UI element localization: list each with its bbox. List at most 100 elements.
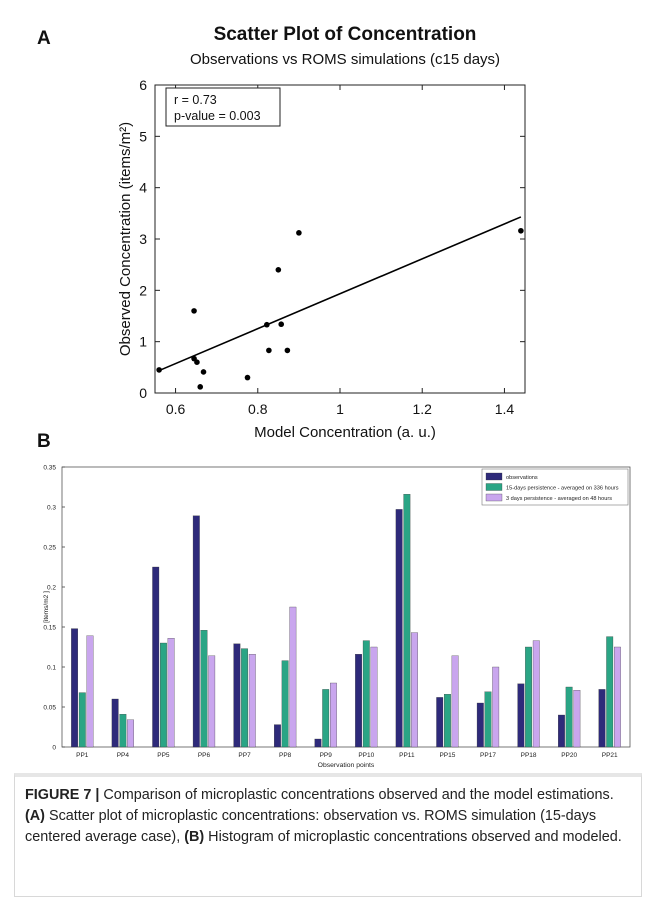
- bar: [152, 566, 160, 748]
- scatter-point: [266, 347, 272, 354]
- stats-pvalue: p-value = 0.003: [174, 109, 261, 123]
- x-tick-label: PP4: [117, 752, 130, 759]
- bar: [274, 724, 281, 748]
- x-tick-label: PP15: [439, 752, 455, 759]
- y-tick-label: 0.35: [43, 465, 56, 472]
- x-tick-label: PP10: [358, 752, 374, 759]
- scatter-point: [275, 267, 282, 273]
- scatter-point: [200, 369, 207, 375]
- bar: [395, 509, 403, 748]
- bar: [160, 642, 167, 748]
- plot-area: [61, 466, 631, 748]
- bar-chart: 0 0.05 0.1 0.15 0.2 0.25 0.3 0.35 PP1 PP4 PP5 PP6 PP…: [43, 465, 631, 769]
- y-tick-label: 0.05: [43, 705, 56, 712]
- legend-swatch: [485, 483, 503, 491]
- bar: [127, 719, 134, 748]
- scatter-point: [518, 227, 524, 234]
- caption-ref-a: (A): [25, 808, 45, 824]
- x-tick-label: PP20: [561, 752, 577, 759]
- x-axis-label: Observation points: [318, 762, 375, 769]
- chart-subtitle: Observations vs ROMS simulations (c15 da…: [190, 51, 500, 68]
- x-tick-label: PP9: [320, 752, 333, 759]
- x-tick-label: PP18: [521, 752, 537, 759]
- bar: [233, 643, 241, 748]
- caption-text-a: Scatter plot of microplastic concentrati…: [25, 808, 597, 845]
- y-axis-label: Observed Concentration (items/m²): [117, 122, 134, 356]
- x-tick-label: PP21: [602, 752, 618, 759]
- bar: [436, 697, 444, 748]
- bar: [281, 660, 289, 748]
- bar: [355, 654, 362, 748]
- bar: [558, 714, 565, 748]
- scatter-point: [284, 347, 291, 354]
- caption-ref-b: (B): [184, 829, 205, 845]
- y-tick-label: 0.1: [47, 665, 56, 672]
- scatter-point: [296, 230, 302, 236]
- chart-title: Scatter Plot of Concentration: [214, 24, 477, 45]
- x-tick-label: 1.2: [412, 401, 432, 417]
- bar: [289, 606, 297, 748]
- y-tick-label: 0: [139, 385, 147, 401]
- bar: [314, 738, 322, 748]
- panel-a-letter: A: [37, 28, 51, 49]
- stats-box: [165, 87, 281, 127]
- bar: [370, 646, 378, 748]
- y-tick-label: 2: [139, 282, 147, 298]
- bar: [248, 654, 256, 748]
- x-tick-label: 0.8: [248, 401, 268, 417]
- bar: [476, 702, 484, 748]
- stats-r: r = 0.73: [174, 93, 217, 107]
- y-axis-label: [items/m2 ]: [43, 591, 50, 623]
- bar: [200, 630, 208, 748]
- bar: [606, 636, 614, 748]
- y-tick-label: 6: [139, 77, 147, 93]
- scatter-point: [264, 321, 270, 328]
- y-tick-label: 4: [139, 180, 147, 196]
- bar: [167, 638, 175, 748]
- y-tick-label: 0.15: [43, 625, 56, 632]
- bar: [411, 632, 418, 748]
- x-tick-label: 1.4: [495, 401, 515, 417]
- bar: [322, 689, 330, 748]
- scatter-point: [194, 359, 200, 366]
- x-axis-label: Model Concentration (a. u.): [254, 424, 436, 441]
- legend-label: 15-days persistence - averaged on 336 ho…: [506, 486, 619, 492]
- bar: [362, 640, 370, 748]
- bar: [444, 694, 451, 748]
- bar: [565, 686, 573, 748]
- caption-text-b: Histogram of microplastic concentrations…: [204, 829, 622, 845]
- bar: [573, 690, 581, 748]
- bar: [86, 635, 94, 748]
- y-tick-label: 0.2: [47, 585, 56, 592]
- figure-caption: FIGURE 7 | Comparison of microplastic co…: [14, 773, 642, 897]
- legend-swatch: [485, 493, 503, 502]
- bar: [614, 646, 621, 748]
- y-tick-label: 1: [139, 334, 147, 350]
- bar: [208, 655, 216, 748]
- bar: [241, 648, 248, 748]
- caption-lead: Comparison of microplastic concentration…: [99, 787, 614, 803]
- bar: [598, 689, 606, 748]
- bar: [451, 655, 459, 748]
- bar: [192, 515, 200, 748]
- y-tick-label: 5: [139, 128, 147, 144]
- x-tick-label: PP7: [238, 752, 251, 759]
- caption-text: FIGURE 7 | Comparison of microplastic co…: [25, 785, 631, 848]
- bar: [119, 714, 127, 748]
- legend-swatch: [485, 472, 503, 481]
- x-tick-label: PP8: [279, 752, 292, 759]
- y-tick-label: 0: [52, 745, 56, 752]
- legend-label: observations: [506, 475, 538, 481]
- bar: [330, 682, 337, 748]
- x-tick-label: PP6: [198, 752, 211, 759]
- x-tick-label: PP11: [399, 752, 415, 759]
- bar: [111, 698, 119, 748]
- x-tick-label: PP1: [76, 752, 89, 759]
- regression-line: [156, 216, 522, 373]
- bar: [532, 640, 540, 748]
- bar: [484, 691, 492, 748]
- scatter-point: [244, 374, 251, 381]
- scatter-point: [156, 367, 162, 373]
- legend: [481, 468, 629, 506]
